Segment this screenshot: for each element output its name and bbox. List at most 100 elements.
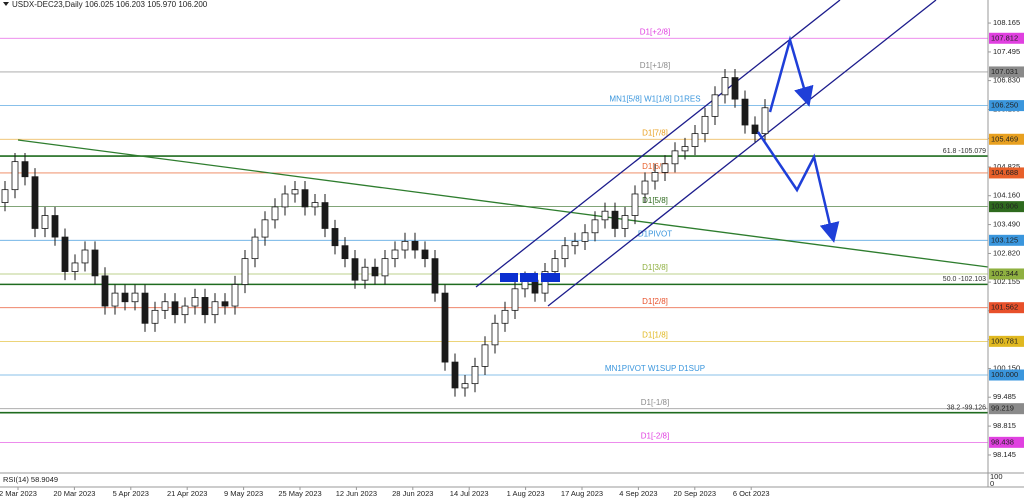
candle-body [31, 176, 39, 229]
candle-body [721, 77, 729, 96]
level-label: D1[5/8] [642, 196, 668, 205]
candle-body [151, 309, 159, 324]
y-tick-label: 107.495 [993, 47, 1020, 56]
candle-body [411, 240, 419, 251]
channel-lower [547, 0, 937, 307]
zone-box [500, 273, 518, 282]
date-axis: 2 Mar 2023 20 Mar 2023 5 Apr 2023 21 Apr 20… [0, 487, 770, 498]
price-box-label: 101.562 [991, 303, 1018, 312]
price-box-label: 107.031 [991, 67, 1018, 76]
candle-body [471, 365, 479, 385]
candle-body [451, 361, 459, 389]
candle-body [561, 245, 569, 260]
indicator-tick: 100 [990, 472, 1003, 481]
candle-body [111, 292, 119, 307]
candle-body [171, 301, 179, 316]
level-label: D1[-1/8] [641, 398, 669, 407]
candle-body [241, 258, 249, 285]
price-box-label: 104.688 [991, 168, 1018, 177]
level-label: D1[-2/8] [641, 431, 669, 440]
zone-boxes [500, 273, 560, 282]
price-box [989, 268, 1024, 280]
y-tick-label: 106.830 [993, 76, 1020, 85]
candle-body [681, 146, 689, 152]
price-box [989, 201, 1024, 213]
fib-label: 38.2 -99.126 [947, 405, 986, 412]
candle-body [291, 189, 299, 195]
x-tick-label: 17 Aug 2023 [561, 489, 603, 498]
candle-body [71, 262, 79, 272]
candle-body [671, 150, 679, 165]
x-tick-label: 2 Mar 2023 [0, 489, 37, 498]
candle-body [711, 94, 719, 117]
x-tick-label: 20 Mar 2023 [53, 489, 95, 498]
candle-body [61, 236, 69, 272]
price-box-label: 99.219 [991, 404, 1014, 413]
projection-arrow [756, 131, 840, 243]
price-box-label: 103.906 [991, 202, 1018, 211]
y-tick-label: 102.820 [993, 248, 1020, 257]
candle-body [191, 297, 199, 307]
candle-body [691, 133, 699, 147]
candle-body [341, 245, 349, 260]
y-tick-label: 103.490 [993, 220, 1020, 229]
candle-body [21, 161, 29, 178]
candle-body [751, 124, 759, 135]
candle-body [321, 202, 329, 229]
price-box [989, 403, 1024, 415]
price-box [989, 167, 1024, 179]
level-label: D1[7/8] [642, 128, 668, 137]
candle-body [661, 163, 669, 173]
candle-body [571, 240, 579, 247]
candle-body [491, 322, 499, 346]
candle-body [231, 284, 239, 307]
y-tick-label: 98.145 [993, 450, 1016, 459]
y-tick-label: 99.485 [993, 392, 1016, 401]
candle-body [371, 266, 379, 277]
candle-body [391, 249, 399, 260]
projection-arrow [768, 35, 814, 113]
price-box-label: 103.125 [991, 235, 1018, 244]
y-tick-label: 104.160 [993, 191, 1020, 200]
candle-body [101, 275, 109, 307]
candle-body [51, 215, 59, 238]
candle-body [141, 292, 149, 324]
level-label: D1[3/8] [642, 263, 668, 272]
price-box-label: 106.250 [991, 101, 1018, 110]
candle-body [311, 202, 319, 208]
candle-body [551, 258, 559, 272]
price-box [989, 436, 1024, 448]
level-label: MN1[5/8] W1[1/8] D1RES [609, 95, 700, 104]
candle-body [431, 258, 439, 294]
candle-body [351, 258, 359, 281]
candle-body [261, 219, 269, 238]
candle-body [1, 189, 9, 203]
candle-body [131, 292, 139, 303]
level-label: D1[2/8] [642, 297, 668, 306]
candle-body [651, 172, 659, 182]
chart-title: USDX-DEC23,Daily 106.025 106.203 105.970… [12, 0, 208, 9]
x-tick-label: 28 Jun 2023 [392, 489, 433, 498]
x-tick-label: 14 Jul 2023 [450, 489, 489, 498]
candle-body [501, 309, 509, 324]
fib-label: 50.0 -102.103 [943, 276, 986, 283]
menu-icon[interactable] [3, 2, 9, 6]
candle-body [481, 344, 489, 367]
candle-body [181, 305, 189, 316]
price-box [989, 133, 1024, 145]
indicator-label: RSI(14) 58.9049 [3, 475, 58, 484]
candle-body [401, 240, 409, 251]
candle-body [641, 180, 649, 195]
candle-body [591, 219, 599, 234]
price-box [989, 369, 1024, 381]
candle-body [41, 215, 49, 229]
level-label: D1PIVOT [638, 229, 672, 238]
price-box [989, 335, 1024, 347]
x-tick-label: 4 Sep 2023 [619, 489, 657, 498]
price-box-label: 100.000 [991, 370, 1018, 379]
candle-body [421, 249, 429, 260]
x-tick-label: 25 May 2023 [278, 489, 321, 498]
candle-body [121, 292, 129, 303]
candle-body [281, 193, 289, 208]
